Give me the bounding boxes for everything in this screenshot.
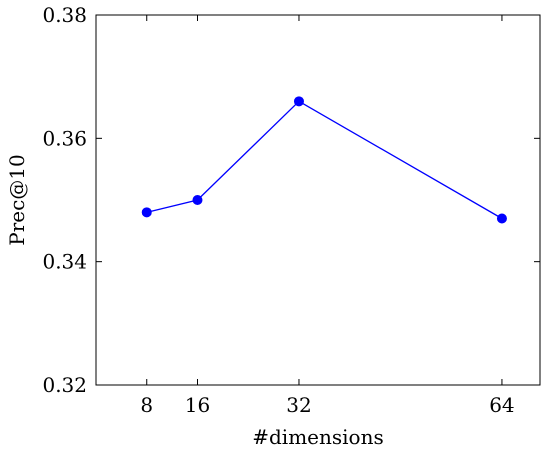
x-axis-ticks: 8 16 32 64 bbox=[140, 15, 515, 417]
series-layer bbox=[141, 96, 507, 224]
y-tick-label: 0.38 bbox=[42, 3, 87, 27]
data-point bbox=[293, 96, 304, 107]
y-tick-label: 0.36 bbox=[42, 126, 87, 150]
data-point bbox=[192, 195, 203, 205]
x-axis-label: #dimensions bbox=[252, 425, 383, 449]
y-axis-ticks: 0.32 0.34 0.36 0.38 bbox=[42, 3, 540, 397]
x-tick-label: 64 bbox=[489, 393, 514, 417]
data-point bbox=[141, 207, 152, 218]
y-tick-label: 0.32 bbox=[42, 373, 87, 397]
x-tick-label: 32 bbox=[286, 393, 311, 417]
x-tick-label: 16 bbox=[185, 393, 210, 417]
y-axis-label: Prec@10 bbox=[5, 154, 29, 246]
series-line bbox=[146, 100, 503, 220]
y-tick-label: 0.34 bbox=[42, 250, 87, 274]
data-point bbox=[496, 213, 507, 224]
x-tick-label: 8 bbox=[140, 393, 153, 417]
plot-frame bbox=[95, 14, 541, 386]
